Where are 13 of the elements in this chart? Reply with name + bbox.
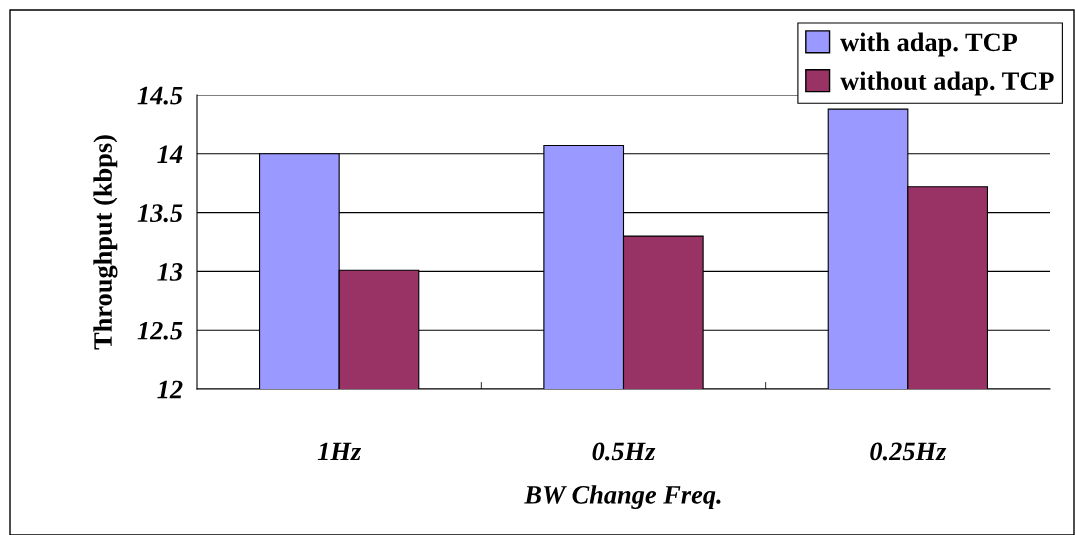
x-tick-label: 0.5Hz	[592, 442, 656, 461]
y-tick-label: 13.5	[137, 204, 183, 223]
y-tick-label: 14.5	[137, 86, 183, 105]
y-axis-title: Throughput (kbps)	[93, 135, 118, 350]
y-tick-label: 12	[157, 380, 183, 399]
legend-label: without adap. TCP	[840, 71, 1054, 96]
y-tick-label: 12.5	[137, 321, 183, 340]
y-tick-label: 14	[157, 145, 183, 163]
legend-label: with adap. TCP	[840, 32, 1018, 57]
x-tick-label: 0.25Hz	[870, 442, 947, 461]
y-tick-label: 13	[157, 263, 183, 281]
x-axis-title: BW Change Freq.	[524, 485, 721, 510]
x-tick-label: 1Hz	[317, 442, 362, 461]
